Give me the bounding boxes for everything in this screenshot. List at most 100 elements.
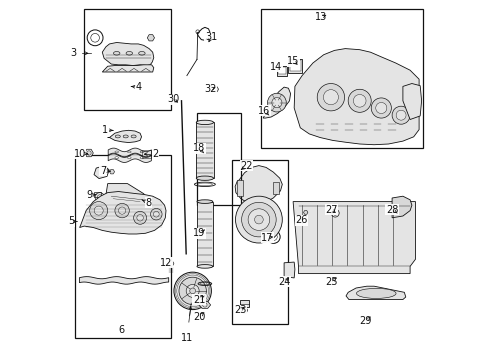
- Ellipse shape: [140, 151, 143, 153]
- Ellipse shape: [115, 135, 120, 138]
- Circle shape: [115, 203, 129, 218]
- Polygon shape: [284, 262, 294, 278]
- Text: 20: 20: [193, 312, 205, 322]
- Ellipse shape: [196, 176, 213, 180]
- Text: 2: 2: [152, 149, 158, 159]
- Text: 13: 13: [314, 12, 326, 22]
- Circle shape: [267, 93, 285, 112]
- Ellipse shape: [127, 151, 131, 153]
- Circle shape: [174, 272, 211, 310]
- Circle shape: [235, 196, 282, 243]
- Circle shape: [153, 211, 159, 217]
- Polygon shape: [294, 49, 418, 145]
- Polygon shape: [235, 166, 282, 204]
- Circle shape: [118, 207, 125, 214]
- Circle shape: [189, 288, 195, 294]
- Circle shape: [247, 209, 269, 230]
- Polygon shape: [212, 87, 218, 92]
- Polygon shape: [263, 87, 290, 118]
- Bar: [75, 155, 170, 338]
- Bar: [276, 66, 286, 76]
- Circle shape: [347, 89, 370, 112]
- Circle shape: [241, 202, 276, 237]
- Text: 5: 5: [68, 216, 74, 226]
- Ellipse shape: [131, 135, 136, 138]
- Bar: [289, 60, 300, 71]
- Bar: [273, 182, 279, 194]
- Circle shape: [317, 84, 344, 111]
- Bar: [94, 192, 101, 197]
- Bar: [197, 202, 212, 266]
- Polygon shape: [107, 130, 141, 143]
- Polygon shape: [147, 35, 154, 41]
- Bar: [278, 67, 285, 74]
- Circle shape: [391, 106, 409, 124]
- Polygon shape: [80, 192, 166, 234]
- Polygon shape: [241, 307, 247, 313]
- Ellipse shape: [139, 51, 145, 55]
- Text: 23: 23: [234, 305, 246, 315]
- Text: 17: 17: [261, 233, 273, 243]
- Text: 15: 15: [286, 56, 299, 66]
- Circle shape: [375, 103, 386, 113]
- Polygon shape: [84, 149, 93, 157]
- Text: 22: 22: [240, 161, 252, 171]
- Polygon shape: [303, 211, 307, 214]
- Bar: [84, 9, 170, 110]
- Circle shape: [87, 151, 91, 155]
- Polygon shape: [391, 196, 411, 218]
- Text: 27: 27: [325, 204, 337, 215]
- Circle shape: [353, 94, 366, 107]
- Text: 14: 14: [269, 62, 282, 72]
- Ellipse shape: [126, 51, 132, 55]
- Bar: [197, 113, 241, 205]
- Text: 28: 28: [385, 204, 397, 215]
- Ellipse shape: [196, 120, 213, 125]
- Text: 21: 21: [193, 294, 205, 305]
- Ellipse shape: [115, 151, 118, 153]
- Circle shape: [179, 277, 206, 305]
- Text: 18: 18: [193, 143, 205, 153]
- Bar: [239, 300, 249, 307]
- Bar: [231, 160, 287, 324]
- Polygon shape: [346, 286, 405, 300]
- Polygon shape: [168, 261, 174, 266]
- Ellipse shape: [140, 157, 143, 158]
- Polygon shape: [109, 170, 114, 174]
- Text: 19: 19: [193, 228, 205, 238]
- Circle shape: [150, 208, 162, 220]
- Text: 29: 29: [359, 316, 371, 326]
- Polygon shape: [102, 65, 153, 72]
- Bar: [260, 9, 422, 148]
- Ellipse shape: [115, 157, 118, 158]
- Bar: [237, 180, 243, 196]
- Ellipse shape: [113, 51, 120, 55]
- Polygon shape: [199, 301, 210, 309]
- Text: 24: 24: [278, 276, 290, 287]
- Polygon shape: [94, 166, 109, 179]
- Text: 11: 11: [181, 333, 193, 343]
- Ellipse shape: [127, 157, 131, 158]
- Text: 30: 30: [167, 94, 179, 104]
- Text: 7: 7: [100, 166, 106, 176]
- Text: 32: 32: [204, 84, 216, 94]
- Text: 9: 9: [86, 190, 93, 201]
- Text: 12: 12: [160, 258, 172, 268]
- Bar: [288, 59, 302, 73]
- Circle shape: [94, 206, 103, 215]
- Circle shape: [203, 303, 206, 307]
- Bar: [142, 150, 151, 158]
- Circle shape: [254, 215, 263, 224]
- Text: 25: 25: [325, 276, 337, 287]
- Circle shape: [186, 284, 199, 297]
- Circle shape: [89, 202, 107, 220]
- Bar: [196, 122, 213, 178]
- Ellipse shape: [356, 288, 395, 298]
- Text: 16: 16: [258, 106, 270, 116]
- Text: 10: 10: [73, 149, 85, 159]
- Ellipse shape: [197, 200, 212, 203]
- Ellipse shape: [123, 135, 128, 138]
- Text: 8: 8: [145, 198, 151, 208]
- Text: 1: 1: [102, 125, 108, 135]
- Circle shape: [137, 215, 143, 221]
